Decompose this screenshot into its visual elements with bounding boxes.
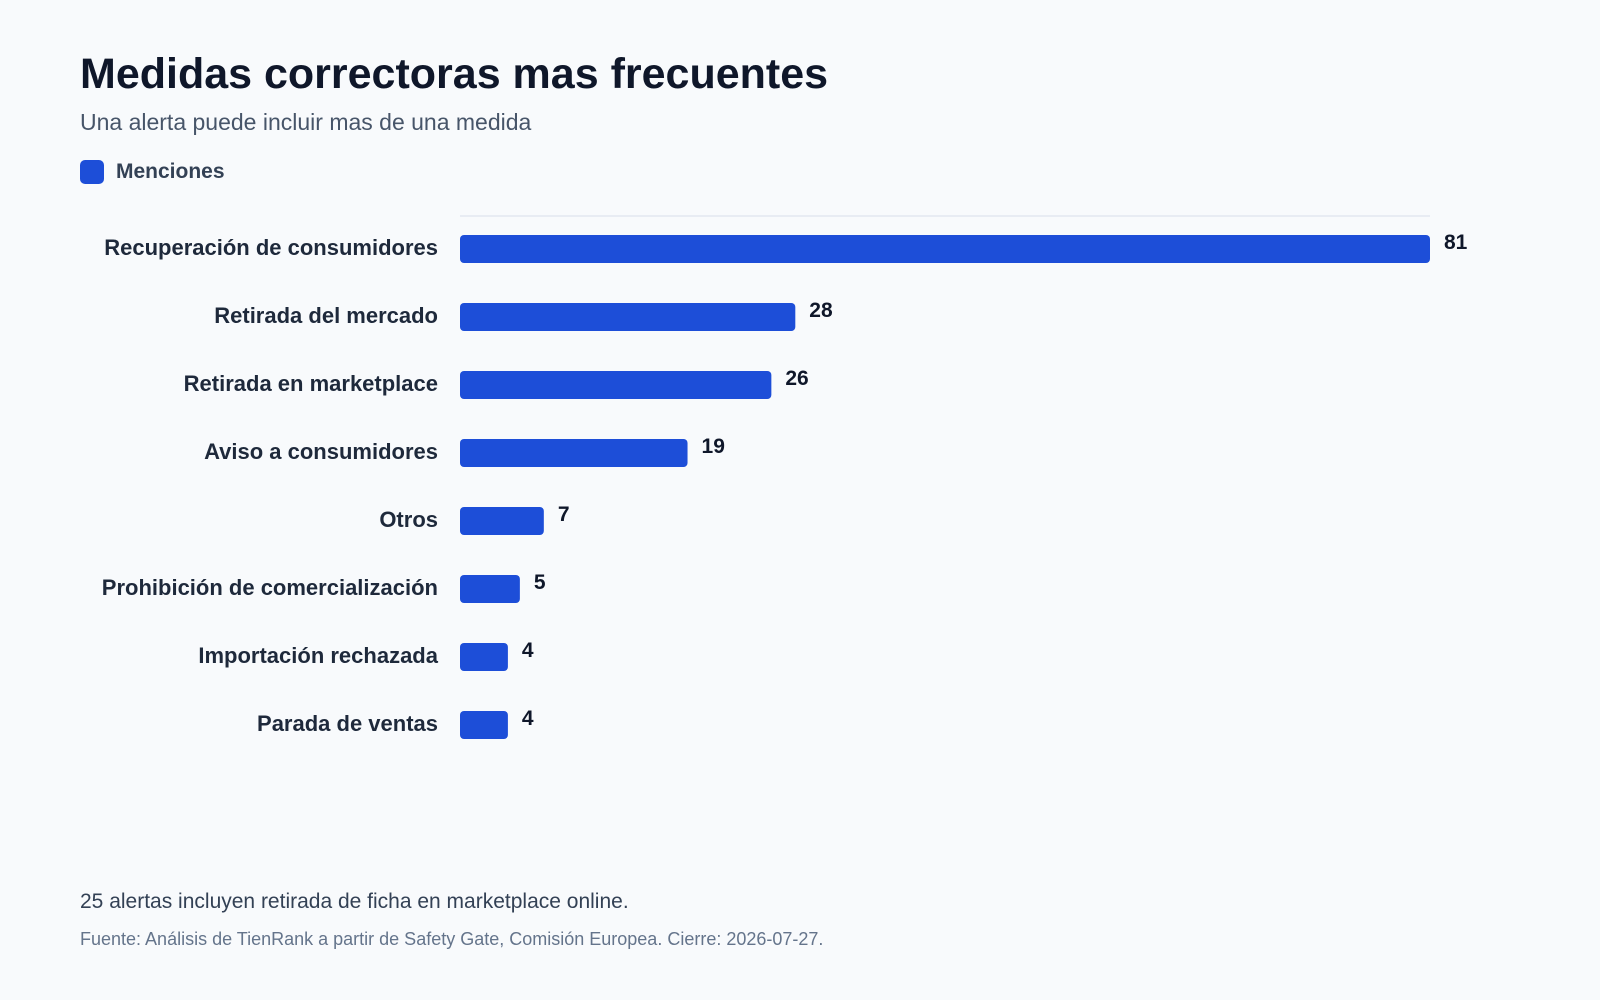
bar xyxy=(460,303,796,331)
value-label: 28 xyxy=(809,299,833,322)
value-label: 19 xyxy=(702,435,725,458)
bar xyxy=(460,643,508,671)
bar-group: Retirada en marketplace 26 xyxy=(184,367,809,399)
bar xyxy=(460,371,772,399)
category-label: Importación rechazada xyxy=(198,643,438,668)
bar xyxy=(460,439,688,467)
bar xyxy=(460,507,544,535)
bar-group: Aviso a consumidores 19 xyxy=(204,435,725,467)
bar xyxy=(460,711,508,739)
bar-group: Recuperación de consumidores 81 xyxy=(104,231,1468,263)
category-label: Retirada en marketplace xyxy=(184,371,438,396)
bar-group: Retirada del mercado 28 xyxy=(214,299,833,331)
category-label: Parada de ventas xyxy=(257,711,438,736)
value-label: 5 xyxy=(534,571,546,594)
category-label: Prohibición de comercialización xyxy=(102,575,438,600)
chart-subtitle: Una alerta puede incluir mas de una medi… xyxy=(80,109,532,135)
value-label: 7 xyxy=(558,503,570,526)
source-note: Fuente: Análisis de TienRank a partir de… xyxy=(80,929,824,949)
bar-group: Parada de ventas 4 xyxy=(257,707,534,739)
value-label: 4 xyxy=(522,639,534,662)
category-label: Retirada del mercado xyxy=(214,303,438,328)
bar-group: Importación rechazada 4 xyxy=(198,639,534,671)
legend: Menciones xyxy=(80,160,225,184)
bar-group: Otros 7 xyxy=(379,503,570,535)
footnote: 25 alertas incluyen retirada de ficha en… xyxy=(80,890,629,913)
legend-swatch xyxy=(80,160,104,184)
value-label: 26 xyxy=(785,367,808,390)
chart-title: Medidas correctoras mas frecuentes xyxy=(80,50,829,98)
value-label: 4 xyxy=(522,707,534,730)
category-label: Recuperación de consumidores xyxy=(104,235,438,260)
value-label: 81 xyxy=(1444,231,1468,254)
legend-label: Menciones xyxy=(116,160,225,183)
bar xyxy=(460,575,520,603)
bar-group: Prohibición de comercialización 5 xyxy=(102,571,546,603)
category-label: Otros xyxy=(379,507,438,532)
bar xyxy=(460,235,1430,263)
category-label: Aviso a consumidores xyxy=(204,439,438,464)
